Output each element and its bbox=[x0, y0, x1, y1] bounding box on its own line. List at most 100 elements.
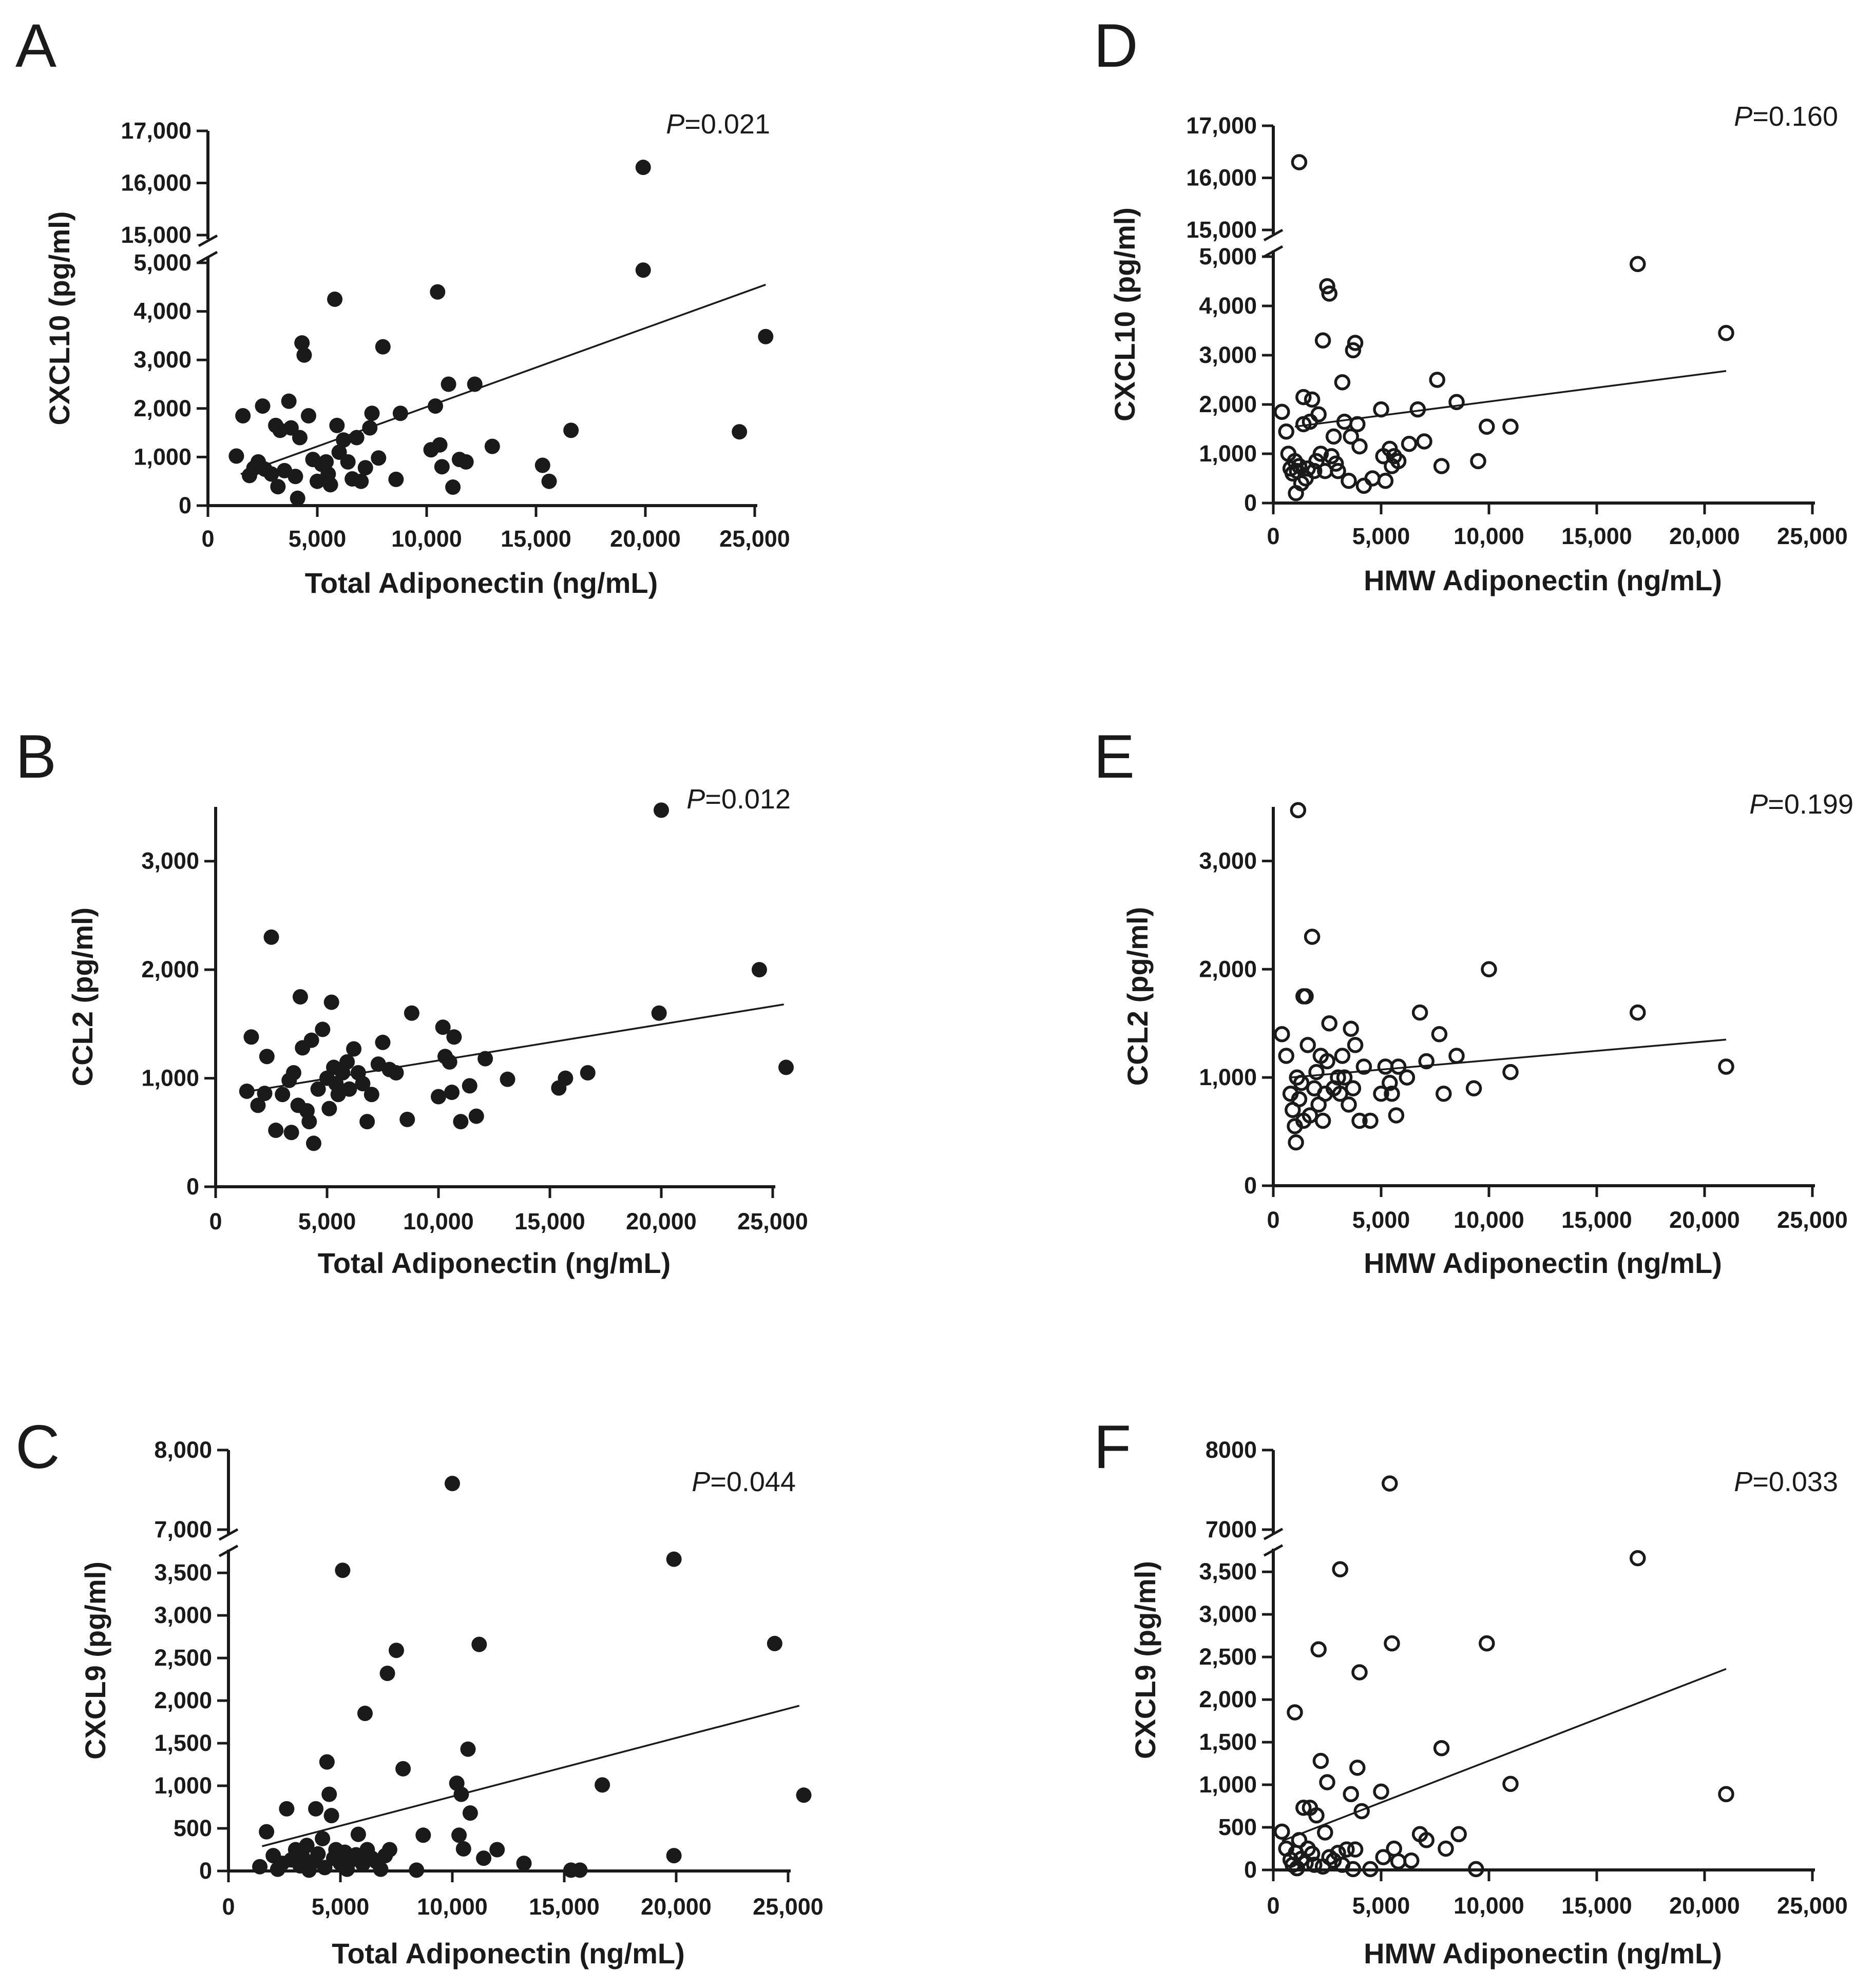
y-tick-label: 17,000 bbox=[1186, 112, 1257, 139]
data-point bbox=[392, 406, 408, 421]
x-tick-label: 15,000 bbox=[1561, 1893, 1632, 1919]
data-point bbox=[415, 1827, 431, 1843]
data-point bbox=[1310, 406, 1327, 422]
data-point bbox=[388, 1065, 404, 1080]
data-point bbox=[1288, 1134, 1304, 1151]
y-tick-label: 2,500 bbox=[1199, 1644, 1257, 1670]
data-point bbox=[1718, 1786, 1734, 1803]
data-point bbox=[1399, 1069, 1416, 1086]
data-point bbox=[375, 339, 391, 355]
data-point bbox=[1362, 1861, 1379, 1878]
data-point bbox=[1314, 332, 1331, 349]
data-point bbox=[1302, 1107, 1318, 1124]
data-point bbox=[1630, 1004, 1646, 1021]
x-tick-label: 20,000 bbox=[1669, 1893, 1740, 1919]
data-point bbox=[1418, 1053, 1435, 1070]
data-point bbox=[319, 1754, 335, 1770]
data-point bbox=[1341, 1096, 1357, 1113]
data-point bbox=[327, 291, 343, 307]
x-axis-title: HMW Adiponectin (ng/mL) bbox=[1364, 1937, 1722, 1970]
trend-line bbox=[261, 1705, 800, 1847]
y-axis-title: CXCL9 (pg/ml) bbox=[1129, 1561, 1161, 1759]
x-tick-label: 0 bbox=[1267, 1207, 1279, 1233]
panel-b: B 0 1,000 2,000 3,000 0 5,000 10,000 15,000 20,00… bbox=[15, 722, 808, 1279]
data-point bbox=[1382, 1475, 1398, 1492]
data-point bbox=[1304, 391, 1321, 408]
x-tick-label: 20,000 bbox=[641, 1894, 712, 1920]
y-tick-label: 8000 bbox=[1206, 1437, 1257, 1463]
panel-letter: C bbox=[15, 1413, 60, 1481]
data-point bbox=[371, 450, 387, 466]
data-point bbox=[500, 1071, 515, 1087]
data-point bbox=[1377, 1058, 1394, 1075]
data-point bbox=[1343, 428, 1359, 445]
data-point bbox=[1401, 436, 1418, 452]
x-tick-label: 0 bbox=[1267, 1893, 1279, 1919]
x-tick-label: 25,000 bbox=[1777, 1893, 1848, 1919]
data-point bbox=[1312, 446, 1329, 462]
y-axis-title: CXCL9 (pg/ml) bbox=[79, 1561, 111, 1760]
data-point bbox=[477, 1051, 493, 1067]
data-point bbox=[732, 424, 748, 440]
panel-letter: A bbox=[15, 11, 56, 80]
x-tick-label: 15,000 bbox=[514, 1208, 585, 1234]
y-tick-label: 2,000 bbox=[133, 395, 192, 421]
data-point bbox=[346, 1041, 362, 1057]
x-axis-title: HMW Adiponectin (ng/mL) bbox=[1364, 564, 1722, 596]
panel-c: C 0 500 1,000 1,500 2,000 2,500 3,000 3,500 7,000… bbox=[15, 1413, 824, 1970]
data-point bbox=[310, 1081, 326, 1097]
data-point bbox=[1319, 1053, 1335, 1070]
data-point bbox=[489, 1842, 505, 1858]
panel-letter: B bbox=[15, 722, 56, 791]
data-point bbox=[442, 1054, 457, 1070]
data-point bbox=[288, 469, 303, 485]
data-point bbox=[340, 454, 356, 470]
y-tick-label: 2,000 bbox=[1199, 391, 1257, 417]
x-tick-label: 5,000 bbox=[1352, 523, 1410, 549]
data-point bbox=[1416, 433, 1432, 450]
data-point bbox=[228, 448, 244, 464]
p-value: P=0.012 bbox=[686, 784, 791, 815]
x-tick-label: 20,000 bbox=[626, 1208, 697, 1234]
data-point bbox=[1330, 1069, 1346, 1086]
data-point bbox=[1338, 1841, 1355, 1858]
y-tick-label: 0 bbox=[199, 1858, 212, 1884]
data-point bbox=[1321, 285, 1337, 302]
data-point bbox=[404, 1005, 419, 1021]
data-point bbox=[1306, 1857, 1323, 1873]
data-point bbox=[1345, 1080, 1362, 1096]
data-point bbox=[758, 329, 774, 344]
data-point bbox=[1299, 1037, 1316, 1053]
data-point bbox=[270, 479, 286, 495]
x-axis-title: HMW Adiponectin (ng/mL) bbox=[1364, 1247, 1722, 1279]
data-point bbox=[290, 490, 305, 506]
data-point bbox=[1433, 1740, 1450, 1757]
data-point bbox=[308, 1801, 324, 1817]
data-point bbox=[1388, 1107, 1405, 1124]
data-point bbox=[1274, 403, 1290, 420]
data-point bbox=[336, 432, 352, 448]
data-point bbox=[1343, 1786, 1359, 1803]
data-point bbox=[1306, 462, 1323, 479]
y-tick-label: 8,000 bbox=[154, 1437, 212, 1463]
data-point bbox=[1390, 1058, 1407, 1075]
data-point bbox=[350, 1826, 366, 1842]
data-point bbox=[235, 408, 251, 423]
data-point bbox=[453, 1114, 469, 1130]
data-point bbox=[1343, 1020, 1359, 1037]
data-point bbox=[255, 398, 271, 414]
data-point bbox=[310, 1846, 326, 1862]
data-point bbox=[541, 473, 557, 489]
data-point bbox=[1317, 1824, 1333, 1841]
p-label: P bbox=[1749, 789, 1768, 820]
data-point bbox=[445, 1476, 460, 1492]
data-point bbox=[301, 1114, 317, 1130]
data-point bbox=[1345, 342, 1362, 359]
data-point bbox=[558, 1070, 573, 1086]
data-point bbox=[1295, 1800, 1312, 1816]
data-point bbox=[446, 1029, 462, 1045]
data-point bbox=[252, 1859, 268, 1875]
x-tick-label: 5,000 bbox=[1352, 1893, 1410, 1919]
data-point bbox=[375, 1034, 391, 1050]
data-point bbox=[339, 1054, 355, 1070]
